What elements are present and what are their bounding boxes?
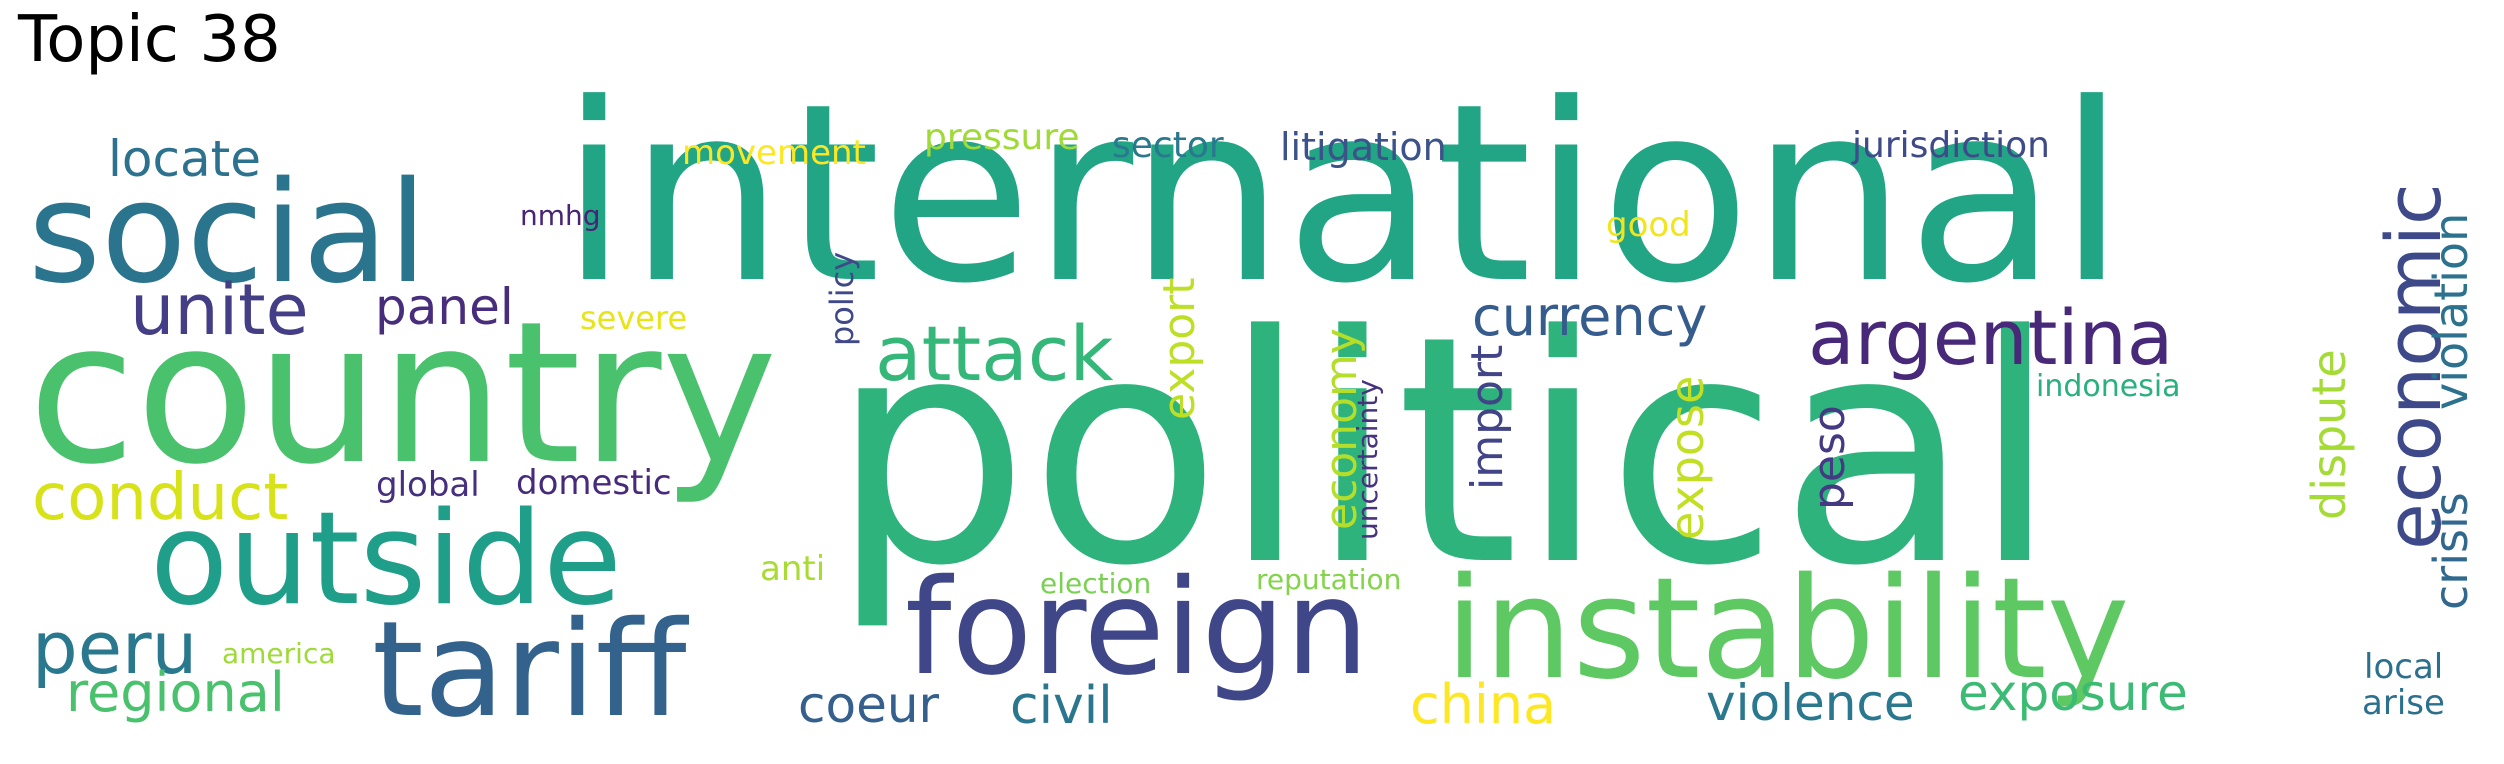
cloud-word: outside	[150, 485, 622, 634]
cloud-word: currency	[1472, 285, 1708, 348]
cloud-word: foreign	[905, 551, 1369, 705]
cloud-word: political	[830, 270, 2059, 635]
cloud-word: attack	[875, 309, 1114, 398]
cloud-word: arise	[2362, 683, 2445, 723]
cloud-word: violence	[1706, 674, 1915, 732]
cloud-word: uncertainty	[1351, 379, 1384, 540]
cloud-word: exposure	[1958, 664, 2188, 722]
cloud-word: severe	[580, 299, 688, 337]
cloud-word: export	[1154, 277, 1205, 420]
cloud-word: locate	[108, 130, 261, 188]
cloud-word: dispute	[2302, 349, 2356, 520]
cloud-word: instability	[1445, 548, 2130, 711]
cloud-word: tariff	[372, 593, 687, 747]
cloud-word: peso	[1804, 405, 1855, 510]
cloud-word: coeur	[798, 676, 940, 734]
cloud-word: anti	[760, 549, 826, 589]
cloud-word: civil	[1010, 676, 1113, 736]
cloud-word: expose	[1660, 375, 1714, 540]
cloud-word: litigation	[1280, 125, 1447, 169]
cloud-word: country	[28, 280, 778, 508]
cloud-word: nmhg	[520, 199, 601, 232]
cloud-word: global	[376, 465, 480, 505]
cloud-word: jurisdiction	[1852, 125, 2050, 166]
cloud-word: pressure	[924, 117, 1080, 158]
cloud-word: sector	[1112, 125, 1224, 166]
cloud-word: reputation	[1256, 563, 1402, 596]
cloud-word: election	[1040, 567, 1152, 600]
cloud-word: argentina	[1808, 293, 2174, 382]
cloud-word: panel	[375, 278, 514, 336]
cloud-word: indonesia	[2036, 369, 2181, 404]
page-title: Topic 38	[18, 3, 281, 77]
cloud-word: policy	[823, 251, 861, 346]
cloud-word: peru	[32, 606, 198, 690]
cloud-word: local	[2364, 647, 2444, 687]
cloud-word: regional	[66, 661, 285, 724]
cloud-word: domestic	[516, 463, 672, 503]
cloud-word: international	[560, 52, 2126, 338]
cloud-word: movement	[682, 133, 866, 173]
cloud-word: violation	[2424, 212, 2478, 410]
cloud-word: china	[1410, 673, 1557, 736]
cloud-word: good	[1606, 205, 1691, 245]
cloud-word: unite	[130, 269, 309, 351]
cloud-word: crisis	[2424, 492, 2478, 610]
cloud-word: import	[1462, 344, 1513, 490]
cloud-word: conduct	[32, 461, 289, 535]
cloud-word: social	[28, 152, 428, 315]
cloud-word: america	[222, 637, 336, 670]
